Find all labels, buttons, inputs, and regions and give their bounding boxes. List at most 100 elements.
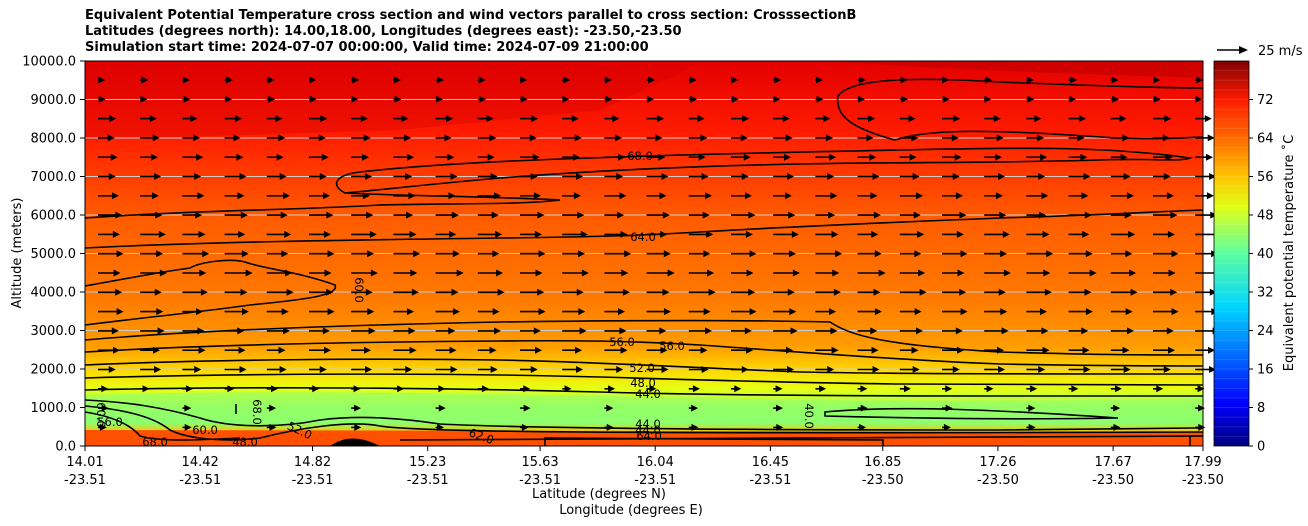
wind-arrow-head	[186, 385, 194, 393]
wind-arrow-head	[450, 366, 458, 373]
green-low-region	[85, 392, 1203, 424]
x-tick-label-lon: -23.51	[179, 473, 221, 488]
wind-arrow-head	[1044, 288, 1052, 296]
contour-68-lower	[85, 199, 561, 219]
colorbar-tick-label: 48	[1257, 209, 1274, 224]
wind-arrow-head	[149, 115, 157, 123]
wind-arrow-head	[1153, 76, 1161, 84]
wind-arrow-head	[1069, 95, 1077, 103]
wind-arrow-head	[487, 153, 495, 161]
contour-label: 48.0	[630, 376, 656, 390]
wind-arrow-head	[116, 250, 124, 258]
wind-arrow-head	[829, 153, 837, 161]
wind-arrow-head	[1085, 308, 1093, 316]
wind-arrow-head	[563, 76, 571, 84]
wind-arrow-head	[1164, 115, 1172, 123]
colorbar-levels	[1214, 70, 1249, 437]
wind-arrow-head	[1026, 76, 1034, 84]
contour-label: 64.0	[630, 230, 656, 244]
x-tick-label-lon: -23.51	[64, 473, 106, 488]
wind-arrow-head	[872, 173, 880, 180]
wind-arrow-head	[775, 404, 783, 412]
wind-arrow-head	[951, 134, 959, 142]
wind-arrow-head	[701, 173, 709, 180]
wind-arrow-head	[833, 288, 841, 296]
wind-arrow-head	[490, 173, 498, 180]
wind-arrow-head	[878, 269, 886, 277]
wind-arrow-head	[107, 134, 115, 142]
wind-arrow-head	[152, 134, 160, 142]
wind-arrow-head	[705, 327, 713, 335]
wind-vectors	[98, 76, 1222, 431]
high-theta-region	[85, 61, 1203, 78]
wind-arrow-head	[658, 153, 666, 161]
wind-arrow-head	[520, 95, 528, 103]
wind-arrow-head	[734, 385, 742, 393]
wind-arrow-head	[410, 269, 418, 277]
wind-arrow-head	[226, 76, 234, 84]
wind-arrow-head	[494, 327, 502, 335]
contour-label: 68.0	[627, 149, 653, 163]
wind-arrow-head	[227, 385, 235, 393]
wind-arrow-head	[489, 346, 497, 354]
wind-arrow-head	[1166, 327, 1174, 335]
wind-arrow-head	[661, 366, 669, 373]
wind-arrow-head	[496, 269, 504, 277]
wind-arrow-head	[1081, 327, 1089, 335]
wind-arrow-head	[700, 346, 708, 354]
wind-arrow-head	[408, 327, 416, 335]
x-tick-label-lat: 16.04	[637, 455, 674, 470]
colorbar-gradient	[1214, 61, 1249, 446]
contour-label: 44.0	[635, 423, 661, 437]
wind-arrow-head	[202, 250, 210, 258]
colorbar-tick-label: 40	[1257, 247, 1274, 262]
wind-arrow-head	[740, 134, 748, 142]
wind-arrow-head	[479, 95, 487, 103]
wind-arrow-head	[401, 115, 409, 123]
contour-72-c	[894, 130, 1203, 141]
wind-arrow-head	[667, 269, 675, 277]
wind-arrow-head	[914, 250, 922, 258]
wind-arrow-head	[1083, 173, 1091, 180]
wind-arrow-head	[240, 211, 248, 219]
wind-arrow-head	[108, 173, 116, 180]
wind-arrow-head	[111, 192, 119, 200]
wind-arrow-head	[1123, 366, 1131, 373]
wind-arrow-head	[660, 346, 668, 354]
wind-arrow-head	[367, 308, 375, 316]
wind-arrow-head	[1002, 230, 1010, 238]
wind-arrow-head	[662, 211, 670, 219]
wind-arrow-head	[915, 192, 923, 200]
wind-arrow-head	[397, 385, 405, 393]
wind-arrow-head	[1084, 288, 1092, 296]
wind-arrow-head	[954, 153, 962, 161]
wind-arrow-head	[322, 327, 330, 335]
colorbar-ticks: 0 8 16 24 32 40 48 56 64 72	[1249, 93, 1274, 455]
wind-arrow-head	[835, 250, 843, 258]
x-tick-label-lat: 17.67	[1095, 455, 1132, 470]
wind-arrow-head	[492, 308, 500, 316]
wind-arrow-head	[198, 230, 206, 238]
wind-arrow-head	[110, 153, 118, 161]
x-tick-label-lon: -23.51	[292, 473, 334, 488]
x-tick-label-lat: 14.82	[294, 455, 331, 470]
wind-arrow-head	[1028, 423, 1036, 431]
colorbar-label: Equivalent potential temperature ˚C	[1281, 135, 1297, 371]
wind-arrow-head	[495, 230, 503, 238]
wind-arrow-head	[706, 230, 714, 238]
wind-arrow-head	[354, 423, 362, 431]
colorbar-tick-label: 72	[1257, 93, 1274, 108]
wind-arrow-head	[700, 134, 708, 142]
wind-arrow-head	[182, 76, 190, 84]
wind-arrow-head	[576, 288, 584, 296]
wind-arrow-head	[394, 95, 402, 103]
colorbar-tick-label: 64	[1257, 132, 1274, 147]
wind-arrow-head	[267, 76, 275, 84]
wind-arrow-head	[353, 404, 361, 412]
wind-arrow-head	[320, 115, 328, 123]
wind-arrow-head	[787, 173, 795, 180]
wind-arrow-head	[1156, 385, 1164, 393]
wind-arrow-head	[1122, 346, 1130, 354]
quiver-key-label: 25 m/s	[1258, 44, 1303, 59]
